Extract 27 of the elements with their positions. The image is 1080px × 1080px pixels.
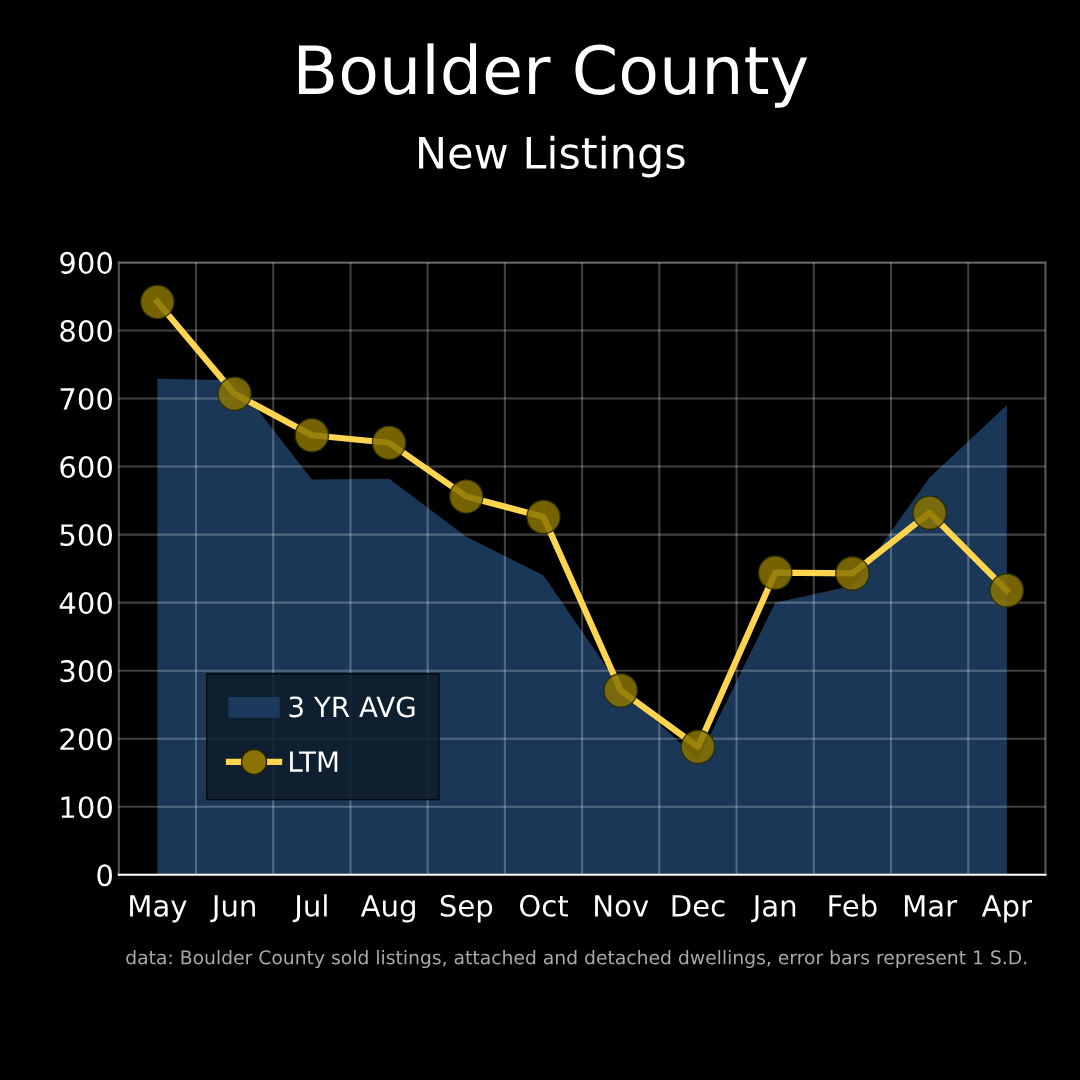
x-tick-label: Feb xyxy=(829,894,877,917)
x-tick-label: Aug xyxy=(360,895,415,923)
x-tick-label: Dec xyxy=(672,895,725,917)
y-tick-label: 300 xyxy=(60,660,112,683)
text: data: Boulder County sold listings, attached and detached dwellings, error bars represent 1 S.D. xyxy=(126,949,1027,969)
y-tick-label: 900 xyxy=(60,251,112,274)
y-tick-label: 200 xyxy=(60,728,112,751)
legend-label: 3 YR AVG xyxy=(289,696,415,718)
y-tick-label: 800 xyxy=(60,319,112,342)
legend-label: LTM xyxy=(290,751,338,772)
y-tick-label: 500 xyxy=(60,524,112,547)
y-tick-label: 700 xyxy=(60,387,112,411)
x-tick-label: May xyxy=(130,895,187,923)
x-tick-label: Mar xyxy=(904,895,958,917)
x-tick-label: Nov xyxy=(595,895,649,917)
x-tick-label: Jul xyxy=(292,894,327,923)
y-tick-label: 100 xyxy=(61,796,112,819)
chart-title: Boulder County xyxy=(299,43,808,108)
y-tick-label: 400 xyxy=(59,592,112,615)
x-tick-label: Apr xyxy=(981,895,1033,923)
y-tick-label: 0 xyxy=(97,864,112,887)
x-tick-label: Sep xyxy=(440,894,493,923)
x-tick-label: Oct xyxy=(519,894,569,917)
x-tick-label: Jun xyxy=(210,895,255,923)
y-tick-label: 600 xyxy=(60,455,112,479)
chart-subtitle: New Listings xyxy=(419,135,685,178)
x-tick-label: Jan xyxy=(751,895,796,923)
